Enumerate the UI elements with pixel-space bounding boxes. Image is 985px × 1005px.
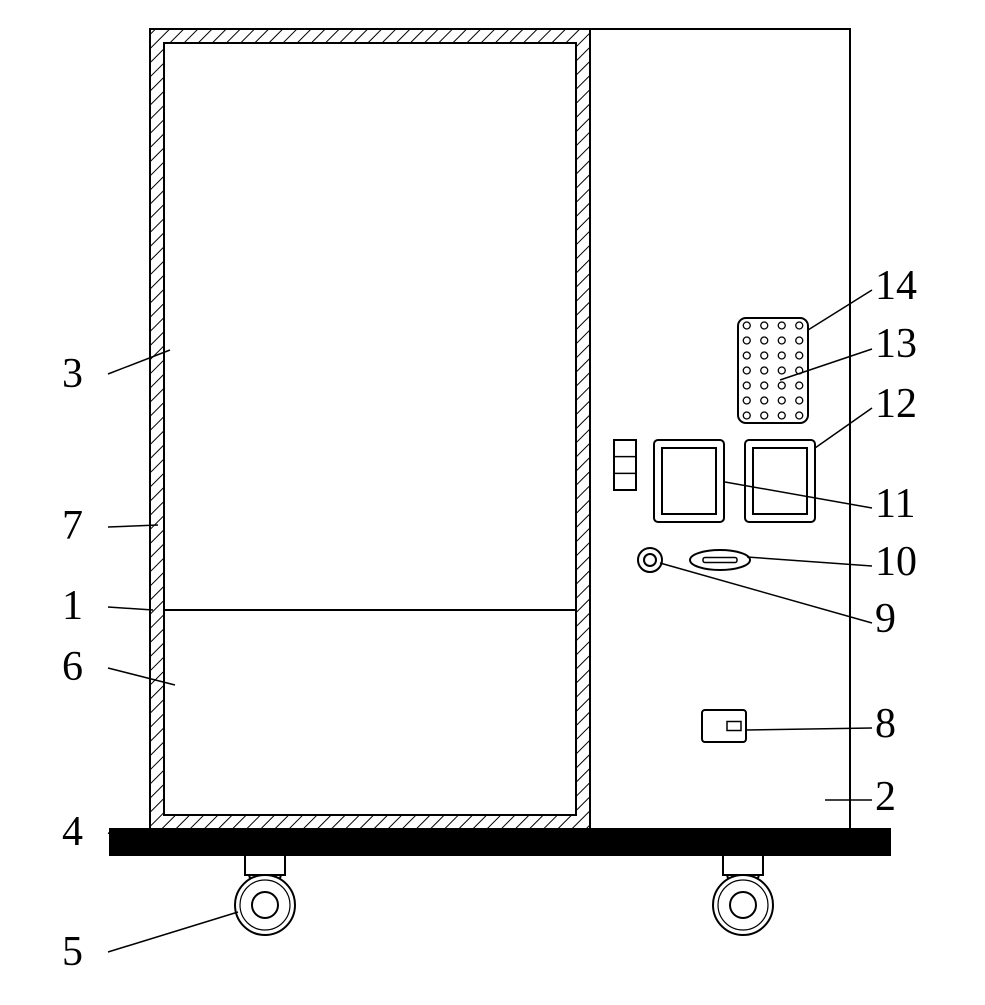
callout-label-11: 11 xyxy=(875,480,915,528)
callout-label-4: 4 xyxy=(62,808,83,856)
callout-label-14: 14 xyxy=(875,262,917,310)
callout-label-13: 13 xyxy=(875,320,917,368)
callout-label-12: 12 xyxy=(875,380,917,428)
diagram-svg xyxy=(0,0,985,1000)
callout-label-7: 7 xyxy=(62,502,83,550)
callout-label-8: 8 xyxy=(875,700,896,748)
callout-label-10: 10 xyxy=(875,538,917,586)
callout-label-5: 5 xyxy=(62,928,83,976)
callout-label-9: 9 xyxy=(875,595,896,643)
callout-label-6: 6 xyxy=(62,643,83,691)
callout-label-2: 2 xyxy=(875,773,896,821)
callout-label-3: 3 xyxy=(62,350,83,398)
callout-label-1: 1 xyxy=(62,582,83,630)
diagram-canvas: 14 13 12 3 7 11 10 9 1 6 8 2 4 5 xyxy=(0,0,985,1000)
